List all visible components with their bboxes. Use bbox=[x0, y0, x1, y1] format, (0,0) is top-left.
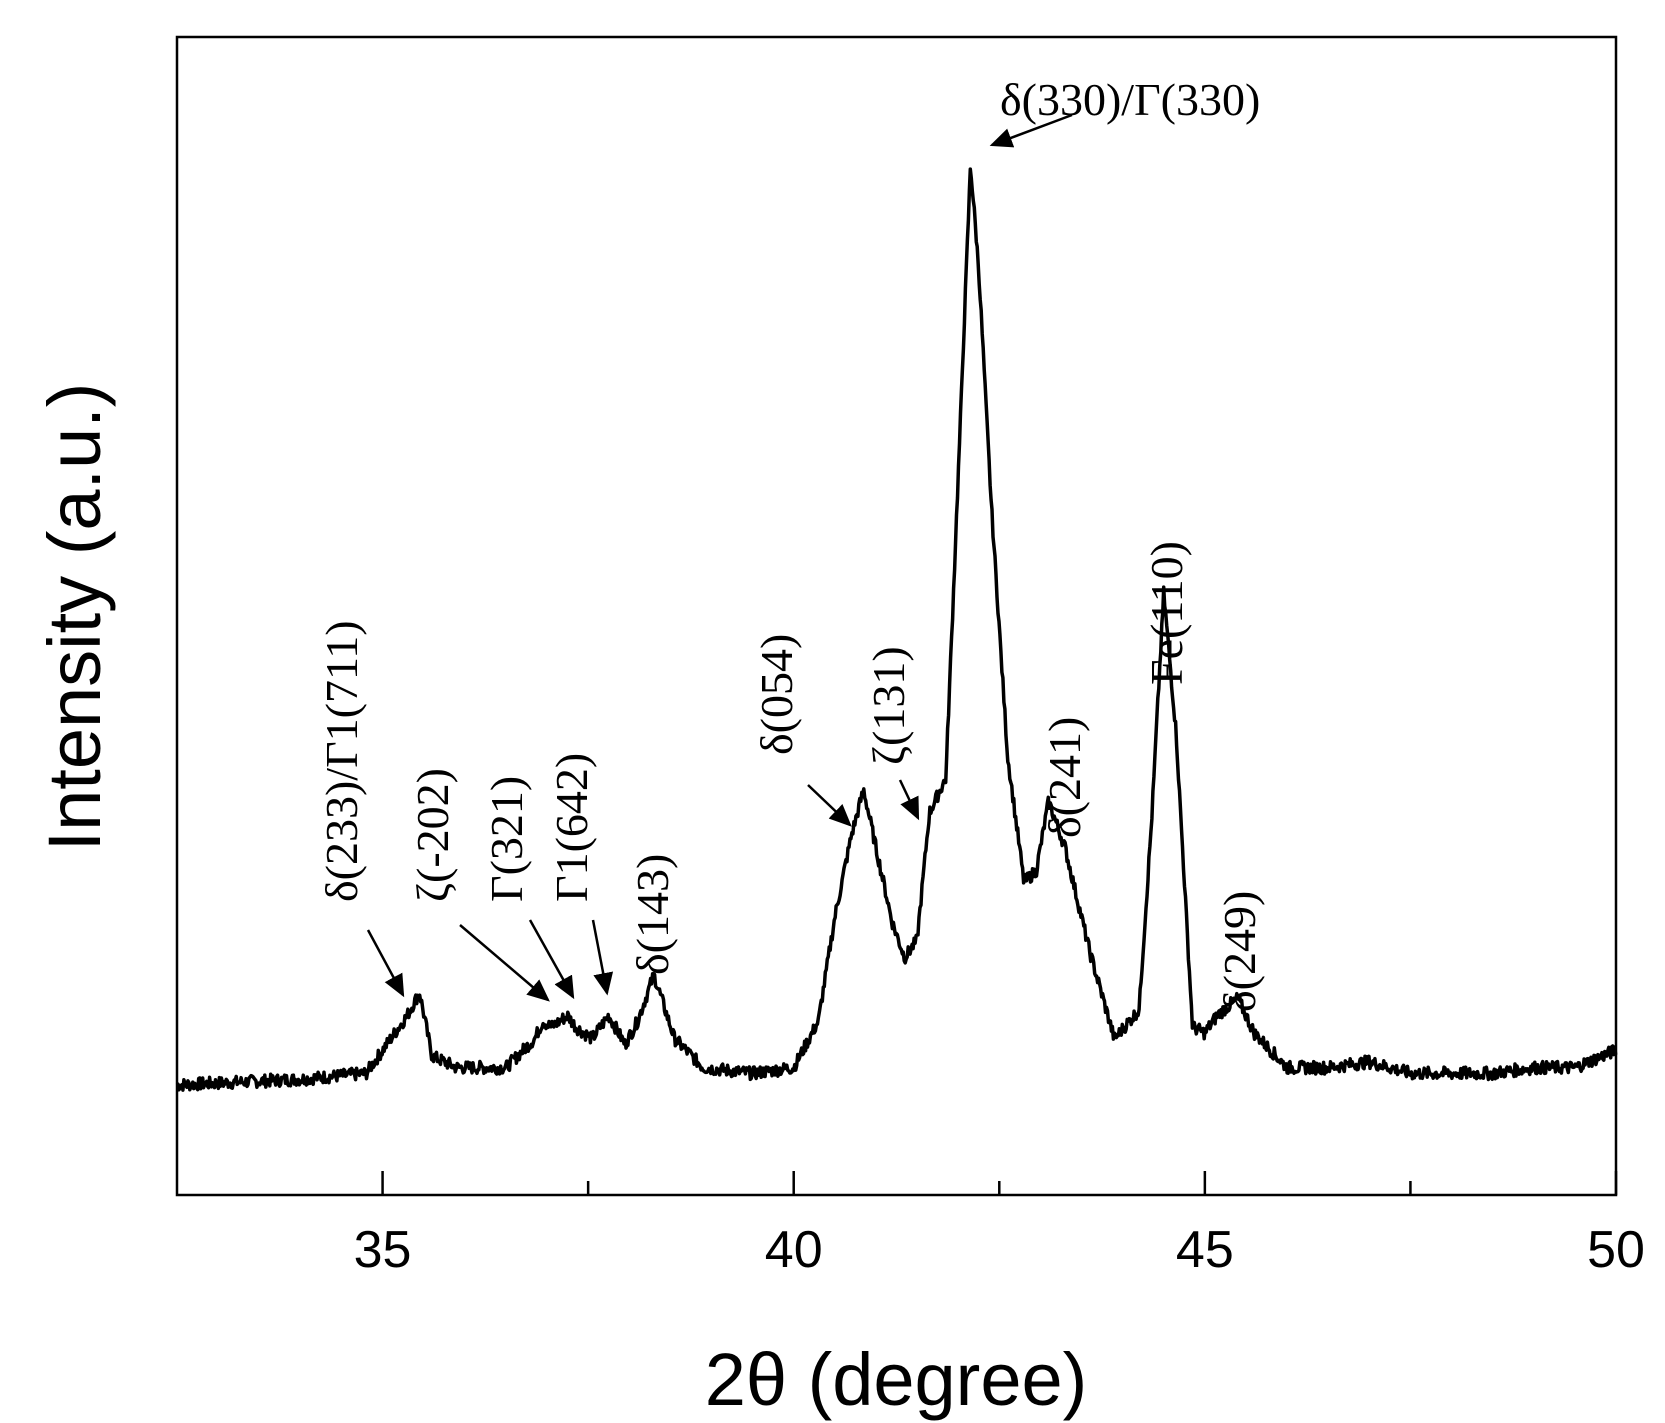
peak-label: Γ(321) bbox=[481, 776, 532, 902]
peak-label: δ(249) bbox=[1214, 891, 1265, 1012]
peak-arrow bbox=[591, 919, 614, 996]
peak-annotations: δ(330)/Γ(330) δ(233)/Γ1(711) ζ(-202) Γ(321)… bbox=[316, 74, 1265, 1012]
x-tick-label: 50 bbox=[1587, 1221, 1645, 1279]
x-axis-tick-labels: 35 40 45 50 bbox=[354, 1221, 1645, 1279]
x-tick-label: 35 bbox=[354, 1221, 412, 1279]
peak-label: δ(330)/Γ(330) bbox=[1000, 74, 1260, 125]
x-tick-label: 40 bbox=[765, 1221, 823, 1279]
peak-arrow bbox=[989, 113, 1073, 148]
peak-label: ζ(-202) bbox=[407, 768, 458, 902]
peak-label: δ(054) bbox=[751, 634, 802, 755]
x-axis-title: 2θ (degree) bbox=[705, 1338, 1088, 1421]
peak-arrow bbox=[366, 929, 405, 998]
y-axis-title: Intensity (a.u.) bbox=[33, 383, 116, 852]
peak-label: Γ1(642) bbox=[546, 753, 597, 902]
peak-label: δ(241) bbox=[1039, 717, 1090, 838]
peak-label: δ(233)/Γ1(711) bbox=[316, 620, 367, 902]
peak-label: δ(143) bbox=[627, 854, 678, 975]
peak-arrow bbox=[898, 779, 920, 821]
peak-arrow bbox=[459, 924, 550, 1002]
peak-arrow bbox=[528, 919, 575, 1000]
peak-label: Fe(110) bbox=[1141, 541, 1192, 685]
x-axis-ticks bbox=[381, 1171, 1618, 1195]
xrd-pattern-line bbox=[175, 167, 1618, 1092]
x-tick-label: 45 bbox=[1176, 1221, 1234, 1279]
plot-frame bbox=[175, 35, 1618, 1197]
peak-arrow bbox=[807, 784, 852, 827]
peak-label: ζ(131) bbox=[863, 646, 914, 765]
